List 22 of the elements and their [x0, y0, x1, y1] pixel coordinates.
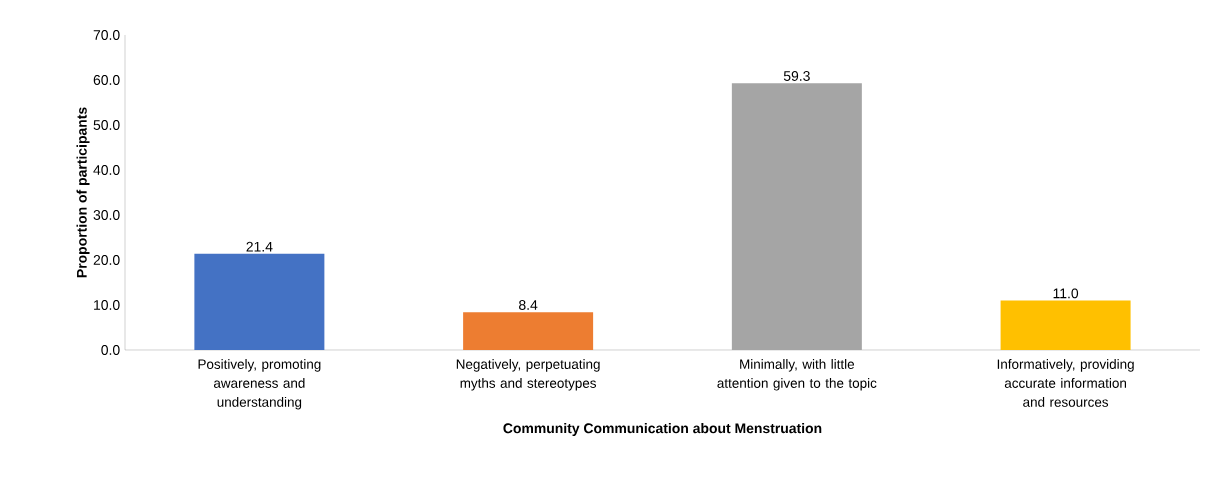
- y-tick-label: 60.0: [93, 75, 120, 85]
- y-tick-label: 30.0: [93, 210, 120, 220]
- bar: [731, 83, 862, 350]
- data-label: 11.0: [1053, 288, 1079, 299]
- y-tick-label: 70.0: [93, 30, 120, 40]
- y-tick-label: 40.0: [93, 165, 120, 175]
- bar: [194, 253, 325, 350]
- y-axis-title: Proportion of participants: [76, 107, 90, 278]
- x-tick-label: Negatively, perpetuating myths and stereotypes: [456, 359, 600, 391]
- y-tick-label: 20.0: [93, 255, 120, 265]
- y-tick-label: 10.0: [94, 300, 120, 310]
- bar: [1000, 300, 1131, 350]
- y-tick-label: 0.0: [101, 345, 120, 355]
- x-axis-title: Community Communication about Menstruation: [503, 422, 822, 436]
- data-label: 59.3: [783, 71, 810, 81]
- x-tick-label: Minimally, with little attention given to the topic: [717, 359, 877, 391]
- bar: [463, 312, 594, 350]
- x-tick-label: Positively, promoting awareness and understanding: [198, 359, 321, 410]
- x-tick-label: Informatively, providing accurate information and resources: [997, 359, 1134, 407]
- data-label: 21.4: [246, 241, 273, 252]
- data-label: 8.4: [519, 300, 538, 310]
- y-tick-label: 50.0: [93, 120, 120, 130]
